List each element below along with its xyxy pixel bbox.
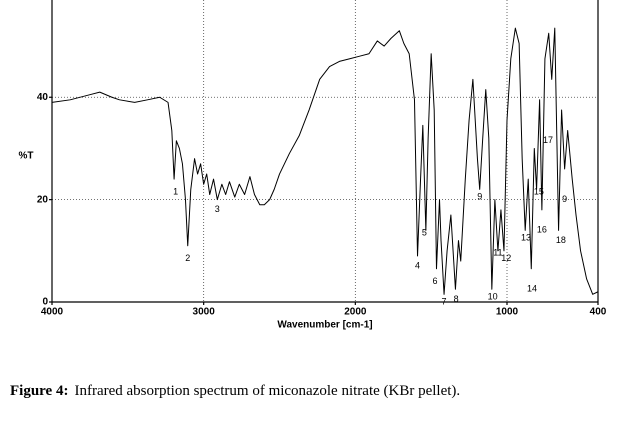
x-tick-label: 400 (590, 307, 607, 318)
x-tick-label: 3000 (193, 307, 216, 318)
y-axis-label: %T (19, 151, 34, 162)
peak-label: 10 (488, 291, 498, 301)
y-tick-label: 0 (42, 297, 48, 308)
caption: Figure 4: Infrared absorption spectrum of… (10, 383, 460, 400)
peak-label: 15 (534, 186, 544, 196)
peak-label: 14 (527, 284, 537, 294)
spectrum-line (51, 27, 599, 295)
peak-label: 7 (442, 296, 447, 306)
peak-label: 5 (422, 227, 427, 237)
peak-label: 1 (173, 186, 178, 196)
peak-label: 6 (432, 276, 437, 286)
peak-label: 9 (477, 191, 482, 201)
caption-text: Infrared absorption spectrum of miconazo… (74, 383, 461, 399)
peak-label: 9 (562, 194, 567, 204)
peak-label: 17 (543, 135, 553, 145)
peak-label: 4 (415, 261, 420, 271)
x-tick-label: 2000 (344, 307, 367, 318)
y-tick-label: 40 (37, 92, 49, 103)
peak-label: 11 (493, 248, 502, 258)
x-tick-label: 4000 (41, 307, 64, 318)
x-axis-label: Wavenumber [cm-1] (277, 320, 372, 331)
peak-label: 2 (185, 253, 190, 263)
peak-label: 8 (454, 294, 459, 304)
y-tick-label: 20 (37, 194, 49, 205)
peak-label: 3 (215, 204, 220, 214)
peak-label: 12 (501, 253, 511, 263)
peak-label: 13 (521, 232, 531, 242)
peak-label: 16 (537, 225, 547, 235)
chart: %T Wavenumber [cm-1] 0 20 40 4000 3000 2000 10… (19, 0, 607, 331)
x-tick-label: 1000 (496, 307, 519, 318)
caption-label: Figure 4: (10, 383, 69, 399)
peak-label: 18 (556, 235, 566, 245)
